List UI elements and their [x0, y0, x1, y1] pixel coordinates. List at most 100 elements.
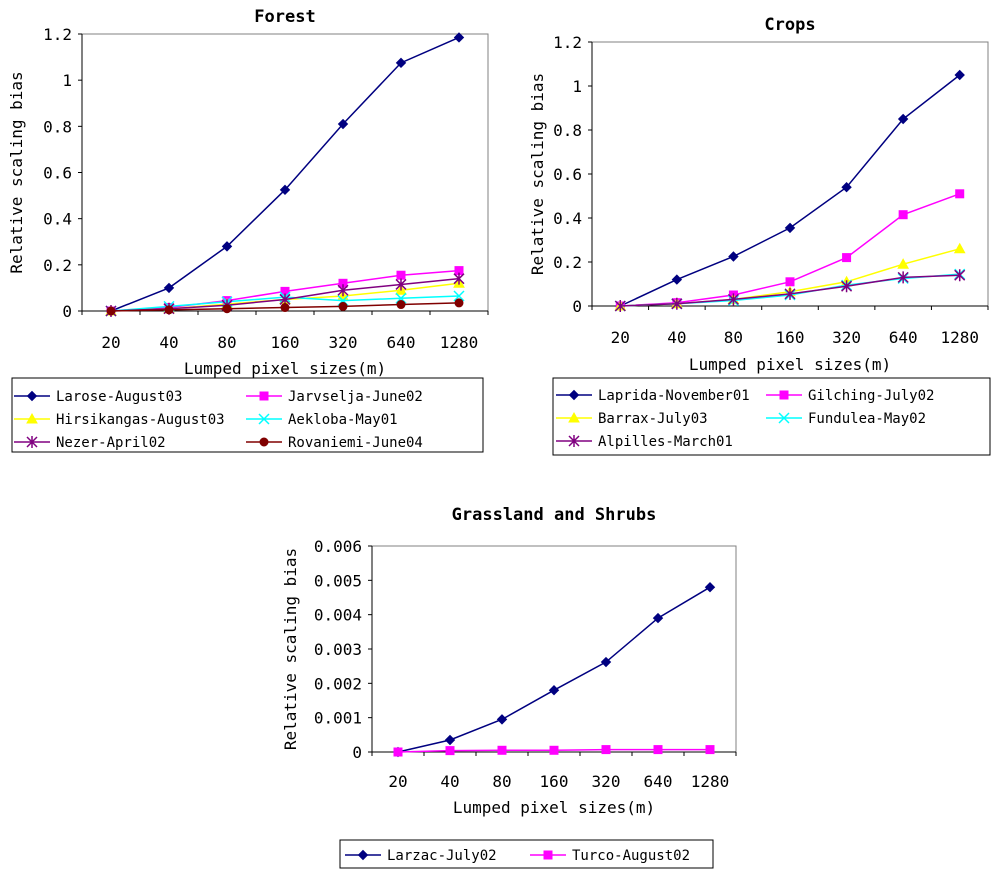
grass-series-1 [393, 745, 715, 757]
forest-y-tick-label: 1.2 [43, 25, 72, 44]
grass-x-tick-label: 20 [388, 772, 407, 791]
forest-x-tick-label: 20 [101, 333, 120, 352]
crops-legend-label: Alpilles-March01 [598, 434, 733, 450]
crops-x-tick-label: 20 [611, 328, 630, 347]
grass-data-point [704, 581, 716, 593]
crops-legend [552, 377, 991, 456]
crops-y-tick-label: 0 [572, 297, 582, 316]
crops-data-point [954, 269, 966, 282]
crops-legend-label: Gilching-July02 [808, 388, 934, 404]
crops-data-point [953, 242, 966, 254]
grass-x-axis-label: Lumped pixel sizes(m) [453, 798, 655, 817]
forest-legend-label: Larose-August03 [56, 389, 182, 405]
grass-data-point [653, 745, 663, 755]
crops-y-tick-label: 1.2 [553, 33, 582, 52]
crops-data-point [954, 69, 965, 81]
grass-plot-area [371, 545, 737, 753]
grass-y-tick-label: 0.001 [314, 709, 362, 728]
forest-y-axis-label: Relative scaling bias [7, 71, 26, 273]
forest-chart-title: Forest [254, 7, 315, 27]
grass-x-tick-label: 640 [644, 772, 673, 791]
forest-series-5 [106, 298, 464, 316]
crops-chart-title: Crops [764, 15, 815, 35]
forest-data-point [453, 32, 465, 43]
forest-legend-marker [258, 413, 270, 425]
forest-data-point [454, 298, 464, 308]
crops-data-point [898, 210, 908, 220]
crops-y-tick-label: 0.6 [553, 165, 582, 184]
grass-y-tick-label: 0.004 [314, 606, 362, 625]
crops-legend-marker [779, 390, 789, 400]
forest-legend-marker [259, 391, 269, 401]
grass-data-point [601, 745, 611, 755]
forest-data-point [338, 301, 348, 311]
grass-data-point [652, 612, 664, 624]
forest-data-point [453, 290, 465, 302]
forest-legend [11, 377, 484, 453]
crops-data-point [897, 113, 909, 125]
grass-y-tick-label: 0.006 [314, 537, 362, 556]
forest-y-tick-label: 0.4 [43, 210, 72, 229]
forest-x-tick-label: 80 [217, 333, 236, 352]
crops-chart [552, 41, 991, 456]
grass-y-tick-label: 0.005 [314, 571, 362, 590]
forest-legend-label: Nezer-April02 [56, 435, 166, 451]
forest-data-point [279, 184, 291, 196]
forest-y-tick-label: 0.8 [43, 117, 72, 136]
crops-y-tick-label: 0.4 [553, 209, 582, 228]
forest-legend-marker [26, 436, 38, 448]
forest-x-tick-label: 320 [329, 333, 358, 352]
crops-data-point [784, 287, 796, 300]
crops-data-point [897, 271, 909, 284]
grass-legend-label: Larzac-July02 [387, 848, 497, 864]
grass-x-tick-label: 80 [492, 772, 511, 791]
crops-data-point [614, 300, 626, 312]
forest-plot-area [81, 33, 489, 312]
forest-legend-marker [26, 412, 38, 424]
grass-legend-marker [543, 850, 553, 860]
crops-legend-label: Fundulea-May02 [808, 411, 926, 427]
grass-y-tick-label: 0 [352, 743, 362, 762]
grass-legend-box [339, 839, 714, 869]
crops-plot-area [591, 41, 989, 307]
crops-data-point [955, 189, 965, 199]
grass-chart [339, 545, 737, 869]
forest-data-point [337, 118, 349, 130]
forest-chart [11, 32, 489, 453]
forest-x-tick-label: 160 [271, 333, 300, 352]
crops-legend-marker [568, 389, 580, 401]
crops-legend-label: Laprida-November01 [598, 388, 750, 404]
crops-data-point [841, 280, 853, 293]
forest-data-point [164, 305, 174, 315]
crops-legend-marker [778, 412, 790, 424]
forest-legend-label: Hirsikangas-August03 [56, 412, 225, 428]
forest-data-point [395, 278, 407, 291]
grass-chart-title: Grassland and Shrubs [452, 505, 657, 525]
crops-y-tick-label: 0.8 [553, 121, 582, 140]
crops-x-tick-label: 1280 [940, 328, 979, 347]
crops-y-tick-label: 1 [572, 77, 582, 96]
grass-data-point [445, 746, 455, 756]
forest-x-tick-label: 1280 [440, 333, 479, 352]
grass-data-point [393, 747, 403, 757]
forest-data-point [395, 57, 407, 69]
crops-data-point [784, 222, 796, 234]
forest-y-tick-label: 0.6 [43, 164, 72, 183]
crops-x-tick-label: 40 [667, 328, 686, 347]
forest-legend-label: Aekloba-May01 [288, 412, 398, 428]
grass-x-tick-label: 320 [592, 772, 621, 791]
crops-data-point [671, 274, 683, 285]
crops-data-point [785, 277, 795, 287]
forest-data-point [221, 241, 233, 252]
forest-x-tick-label: 640 [387, 333, 416, 352]
grass-data-point [497, 745, 507, 755]
grass-data-point [548, 684, 560, 696]
crops-x-tick-label: 320 [832, 328, 861, 347]
crops-series-4 [614, 269, 966, 312]
crops-y-axis-label: Relative scaling bias [528, 73, 547, 275]
crops-data-point [671, 297, 683, 310]
grass-x-tick-label: 1280 [691, 772, 730, 791]
crops-legend-marker [568, 411, 580, 423]
grass-x-tick-label: 40 [440, 772, 459, 791]
crops-x-axis-label: Lumped pixel sizes(m) [689, 355, 891, 374]
